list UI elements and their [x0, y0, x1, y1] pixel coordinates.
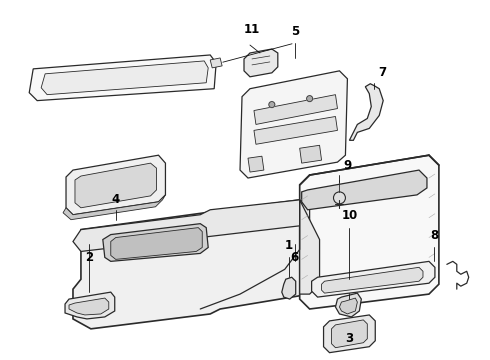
Polygon shape	[254, 117, 338, 144]
Polygon shape	[302, 170, 427, 210]
Text: 8: 8	[430, 229, 438, 242]
Polygon shape	[66, 155, 166, 215]
Text: 2: 2	[85, 251, 93, 264]
Polygon shape	[323, 315, 375, 353]
Polygon shape	[321, 267, 423, 293]
Polygon shape	[340, 298, 357, 314]
Polygon shape	[282, 277, 295, 299]
Polygon shape	[29, 55, 216, 100]
Polygon shape	[41, 61, 208, 95]
Polygon shape	[300, 200, 319, 294]
Text: 10: 10	[341, 209, 358, 222]
Polygon shape	[312, 261, 435, 297]
Text: 4: 4	[112, 193, 120, 206]
Polygon shape	[349, 84, 383, 140]
Polygon shape	[73, 200, 319, 329]
Text: 7: 7	[378, 66, 386, 79]
Polygon shape	[300, 145, 321, 163]
Polygon shape	[336, 293, 361, 317]
Circle shape	[307, 96, 313, 102]
Polygon shape	[254, 95, 338, 125]
Text: 1: 1	[285, 239, 293, 252]
Text: 3: 3	[345, 332, 353, 345]
Polygon shape	[300, 155, 439, 309]
Polygon shape	[69, 298, 109, 315]
Circle shape	[334, 192, 345, 204]
Text: 11: 11	[244, 23, 260, 36]
Polygon shape	[248, 156, 264, 172]
Text: 6: 6	[291, 251, 299, 264]
Polygon shape	[63, 195, 166, 220]
Polygon shape	[75, 163, 156, 208]
Circle shape	[269, 102, 275, 108]
Polygon shape	[332, 320, 368, 348]
Polygon shape	[244, 49, 278, 77]
Polygon shape	[240, 71, 347, 178]
Polygon shape	[73, 200, 310, 251]
Text: 5: 5	[291, 24, 299, 38]
Polygon shape	[65, 292, 115, 319]
Polygon shape	[210, 58, 222, 68]
Text: 9: 9	[343, 159, 351, 172]
Polygon shape	[111, 228, 202, 260]
Polygon shape	[103, 224, 208, 261]
